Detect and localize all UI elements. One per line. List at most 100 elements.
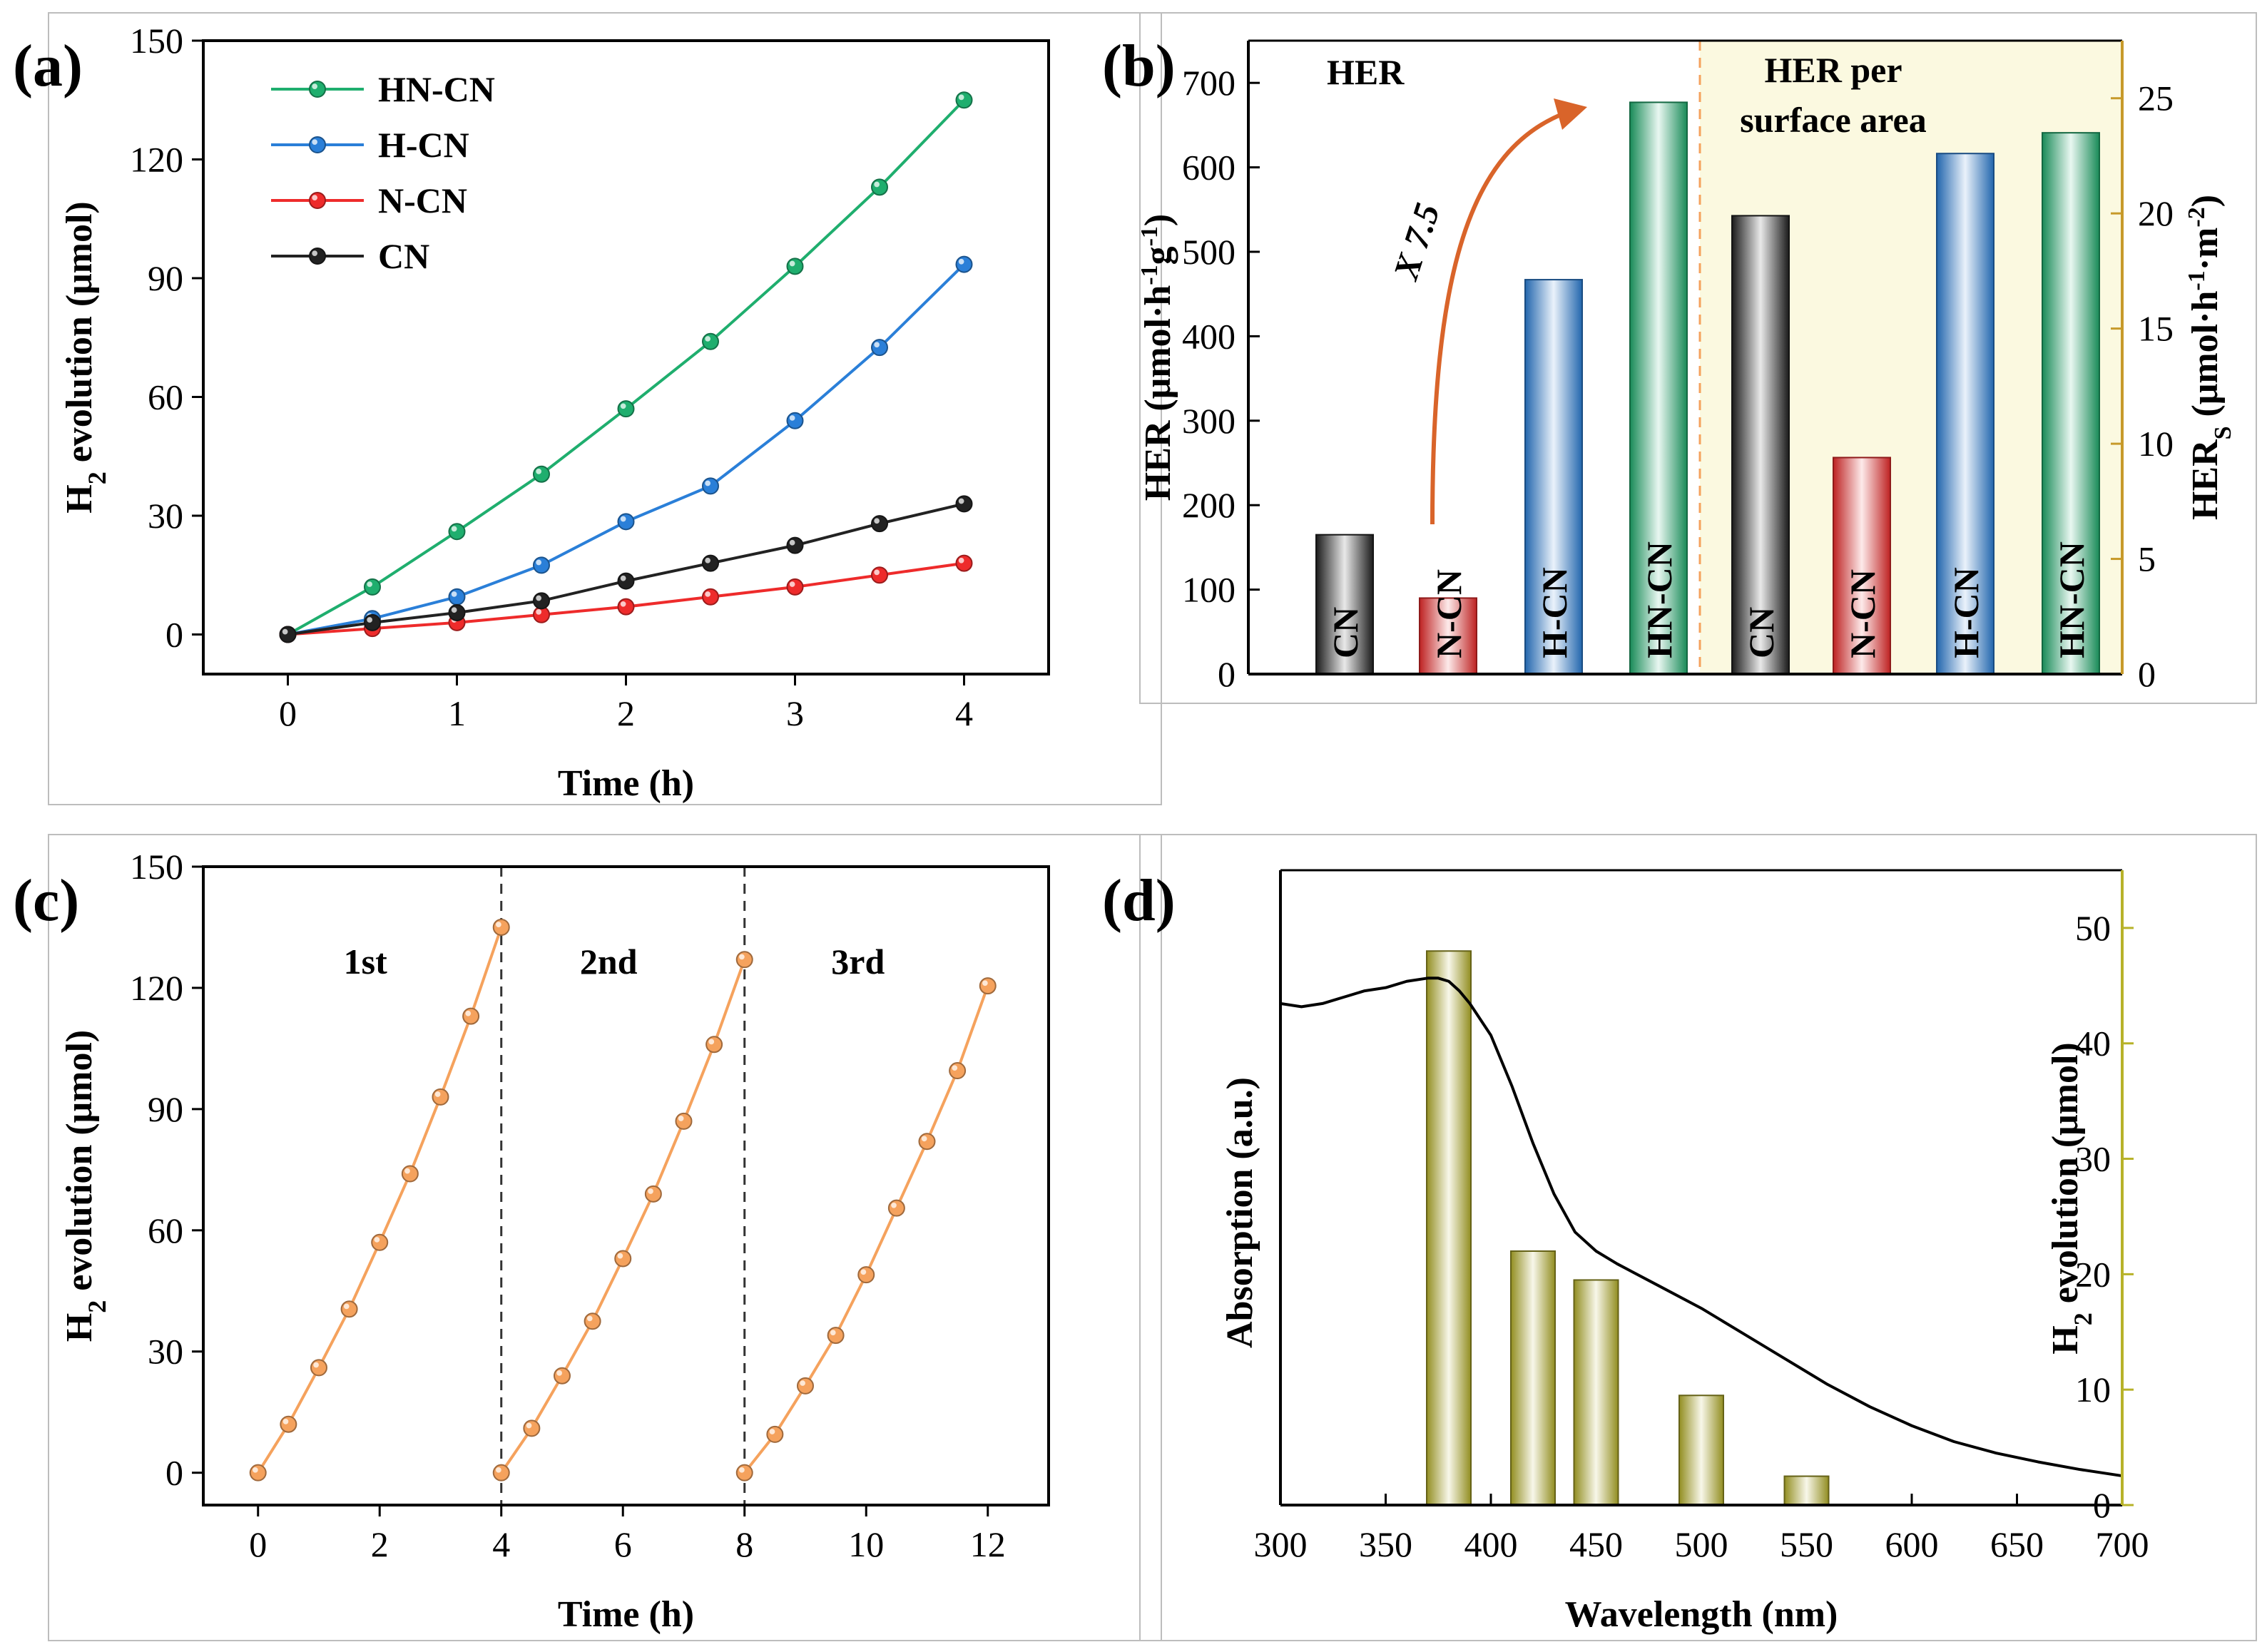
data-point-CN [955, 495, 973, 513]
marker-highlight [343, 1303, 350, 1310]
y-right-tick-label: 20 [2138, 193, 2174, 233]
legend-label: H-CN [378, 125, 469, 165]
plot-frame [202, 39, 1050, 675]
marker-highlight [958, 498, 964, 504]
data-point-HN-CN [702, 332, 719, 350]
label-part: evolution (μmol) [2045, 1042, 2086, 1312]
x-tick-label: 12 [970, 1524, 1006, 1564]
bar-label: HN-CN [2052, 541, 2092, 658]
x-tick-label: 6 [614, 1524, 632, 1564]
data-point-HN-CN [533, 465, 550, 483]
marker-highlight [705, 591, 711, 597]
data-point-HN-CN [448, 523, 466, 541]
marker-highlight [496, 922, 501, 927]
y-right-tick-label: 40 [2075, 1024, 2111, 1064]
bar-label: CN [1325, 607, 1365, 658]
y-left-tick-label: 400 [1182, 316, 1236, 356]
data-point-H-CN [448, 588, 466, 606]
data-point-N-CN [702, 588, 719, 606]
label-part: 2 [2069, 1312, 2097, 1325]
data-point-2nd [584, 1312, 601, 1330]
marker-highlight [536, 559, 542, 566]
panel-frame [1139, 12, 2257, 704]
marker-highlight [374, 1237, 380, 1243]
data-point-CN [786, 536, 804, 554]
data-point-CN [871, 515, 888, 533]
data-point-3rd [949, 1062, 967, 1080]
y-axis-label: H2 evolution (μmol) [59, 201, 111, 513]
data-point-2nd [675, 1112, 693, 1130]
marker-highlight [982, 980, 988, 986]
y-left-tick-label: 700 [1182, 63, 1236, 103]
cycle-label: 2nd [580, 942, 638, 981]
section-label-per: HER per [1764, 50, 1902, 90]
cycle-label: 3rd [831, 942, 885, 981]
x-tick-label: 0 [249, 1524, 267, 1564]
bar-N-CN [1419, 597, 1477, 675]
marker-highlight [769, 1429, 775, 1434]
data-point-3rd [796, 1377, 814, 1394]
data-point-2nd [553, 1367, 571, 1385]
y-tick-label: 60 [148, 377, 183, 417]
y-right-tick-label: 0 [2138, 654, 2156, 694]
x-tick-label: 4 [955, 693, 973, 733]
annotation-arrow [1430, 111, 1567, 525]
x-axis-label: Time (h) [558, 763, 694, 804]
data-point-HN-CN [364, 578, 381, 596]
marker-highlight [451, 526, 457, 532]
panel-frame [48, 834, 1162, 1641]
data-point-1st [432, 1088, 449, 1106]
bar-H-CN [1524, 279, 1583, 675]
data-point-1st [310, 1359, 327, 1377]
bar-420nm [1510, 1250, 1556, 1506]
marker-highlight [800, 1380, 805, 1386]
data-point-3rd [735, 1464, 753, 1482]
x-tick-label: 4 [492, 1524, 510, 1564]
bar-HN-CN [1629, 101, 1688, 675]
bar-HN-CN [2042, 132, 2100, 675]
label-part: -2 [2184, 207, 2210, 227]
label-part: evolution (μmol) [59, 201, 100, 471]
bar-H-CN [1936, 153, 1994, 675]
x-tick-label: 0 [279, 693, 297, 733]
marker-highlight [620, 516, 626, 522]
bar-label: H-CN [1946, 567, 1986, 658]
legend-label: N-CN [378, 180, 467, 220]
marker-highlight [434, 1091, 441, 1097]
data-point-1st [401, 1165, 419, 1183]
marker-highlight [830, 1330, 836, 1336]
data-point-1st [280, 1415, 297, 1433]
y-left-tick-label: 300 [1182, 401, 1236, 441]
panel-a: (a) 0 30 60 90 120 150 0 1 2 3 4 HN-CN H-CN N-CN CN Time… [13, 12, 1162, 805]
label-part: 2 [83, 1300, 111, 1313]
label-part: ) [1138, 214, 1178, 226]
bar-label: N-CN [1843, 569, 1883, 658]
bar-550nm [1783, 1475, 1830, 1506]
x-axis-label: Wavelength (nm) [1565, 1594, 1838, 1635]
marker-highlight [648, 1188, 653, 1194]
absorption-curve [1280, 977, 2123, 1478]
panel-d: (d)300 350 400 450 500 550 600 650 7000102030405… [1102, 834, 2257, 1641]
marker-highlight [739, 1467, 745, 1473]
panel-frame [1139, 834, 2257, 1641]
data-point-1st [340, 1300, 358, 1318]
y-right-axis-label: HERS (μmol·h-1·m-2) [2184, 195, 2236, 520]
label-part: ) [2185, 195, 2226, 207]
x-tick-label: 700 [2096, 1524, 2149, 1564]
y-left-tick-label: 0 [1218, 654, 1236, 694]
x-tick-label: 450 [1569, 1524, 1623, 1564]
bar-label: CN [1741, 607, 1781, 658]
marker-highlight [705, 336, 711, 342]
data-point-CN [279, 626, 297, 643]
x-tick-label: 350 [1359, 1524, 1412, 1564]
x-tick-label: 1 [448, 693, 466, 733]
marker-highlight [536, 609, 542, 615]
y-right-tick-label: 30 [2075, 1139, 2111, 1179]
marker-highlight [620, 403, 626, 409]
data-point-HN-CN [786, 258, 804, 275]
data-point-H-CN [702, 477, 719, 495]
x-tick-label: 400 [1464, 1524, 1518, 1564]
section-label-per: surface area [1740, 100, 1926, 140]
marker-highlight [312, 83, 317, 89]
y-left-tick-label: 200 [1182, 485, 1236, 525]
